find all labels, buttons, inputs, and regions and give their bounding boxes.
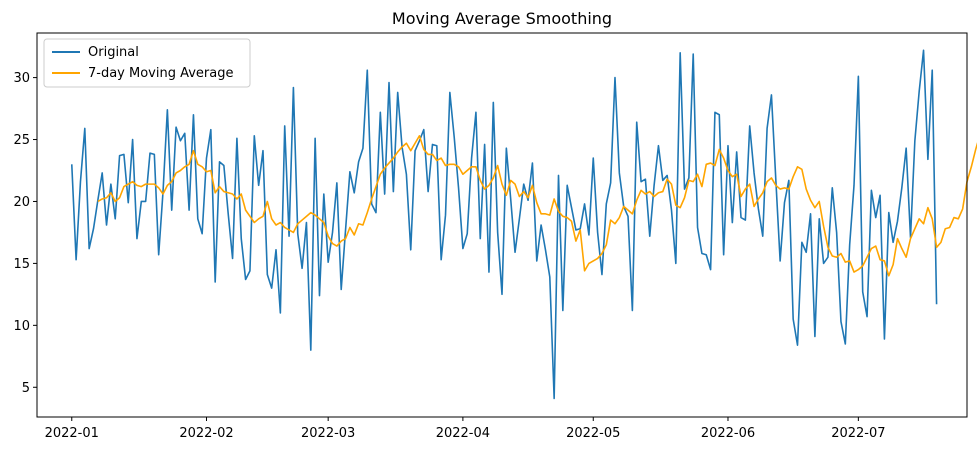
y-tick-label: 5	[22, 381, 30, 396]
axes-frame	[36, 32, 968, 418]
legend-label-moving-average: 7-day Moving Average	[88, 66, 234, 81]
y-axis: 5 10 15 20 25 30	[13, 71, 37, 396]
x-tick-label: 2022-04	[436, 426, 490, 441]
y-tick-label: 10	[13, 319, 30, 334]
y-tick-label: 20	[13, 195, 30, 210]
chart-title: Moving Average Smoothing	[392, 9, 612, 28]
x-tick-label: 2022-02	[179, 426, 233, 441]
x-tick-label: 2022-01	[45, 426, 99, 441]
legend-label-original: Original	[88, 45, 139, 60]
x-axis: 2022-01 2022-02 2022-03 2022-04 2022-05 2022-…	[45, 417, 886, 441]
legend: Original 7-day Moving Average	[43, 38, 251, 88]
x-tick-label: 2022-05	[566, 426, 620, 441]
y-tick-label: 25	[13, 133, 30, 148]
plot-area	[70, 49, 977, 400]
series-line-moving-average	[97, 135, 977, 277]
y-tick-label: 30	[13, 71, 30, 86]
legend-box	[43, 38, 251, 88]
x-tick-label: 2022-06	[701, 426, 755, 441]
x-tick-label: 2022-03	[301, 426, 355, 441]
y-tick-label: 15	[13, 257, 30, 272]
x-tick-label: 2022-07	[831, 426, 885, 441]
series-line-original	[70, 49, 938, 400]
